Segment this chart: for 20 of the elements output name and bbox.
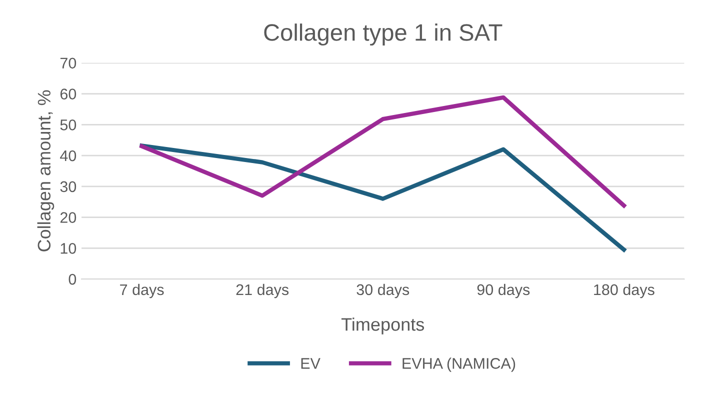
y-tick-label: 0 [68,274,76,285]
y-axis-title: Collagen amount, % [37,90,54,252]
x-tick-label: 90 days [477,284,530,298]
x-tick-label: 7 days [120,284,164,298]
legend-label: EV [301,358,320,369]
x-tick-label: 180 days [594,284,654,298]
y-tick-label: 50 [60,120,76,130]
y-tick-label: 60 [60,88,76,100]
legend-label: EVHA (NAMICA) [402,358,516,372]
y-tick-label: 70 [60,58,76,69]
line-series [140,144,626,252]
y-tick-label: 30 [60,181,76,192]
y-tick-label: 20 [60,212,76,223]
line-series [140,95,626,208]
x-tick-label: 30 days [356,284,410,298]
y-tick-label: 40 [60,150,76,162]
chart-title: Collagen type 1 in SAT [264,24,502,46]
y-tick-label: 10 [60,243,76,254]
x-axis-title: Timeponts [341,318,424,334]
x-tick-label: 21 days [236,284,289,298]
